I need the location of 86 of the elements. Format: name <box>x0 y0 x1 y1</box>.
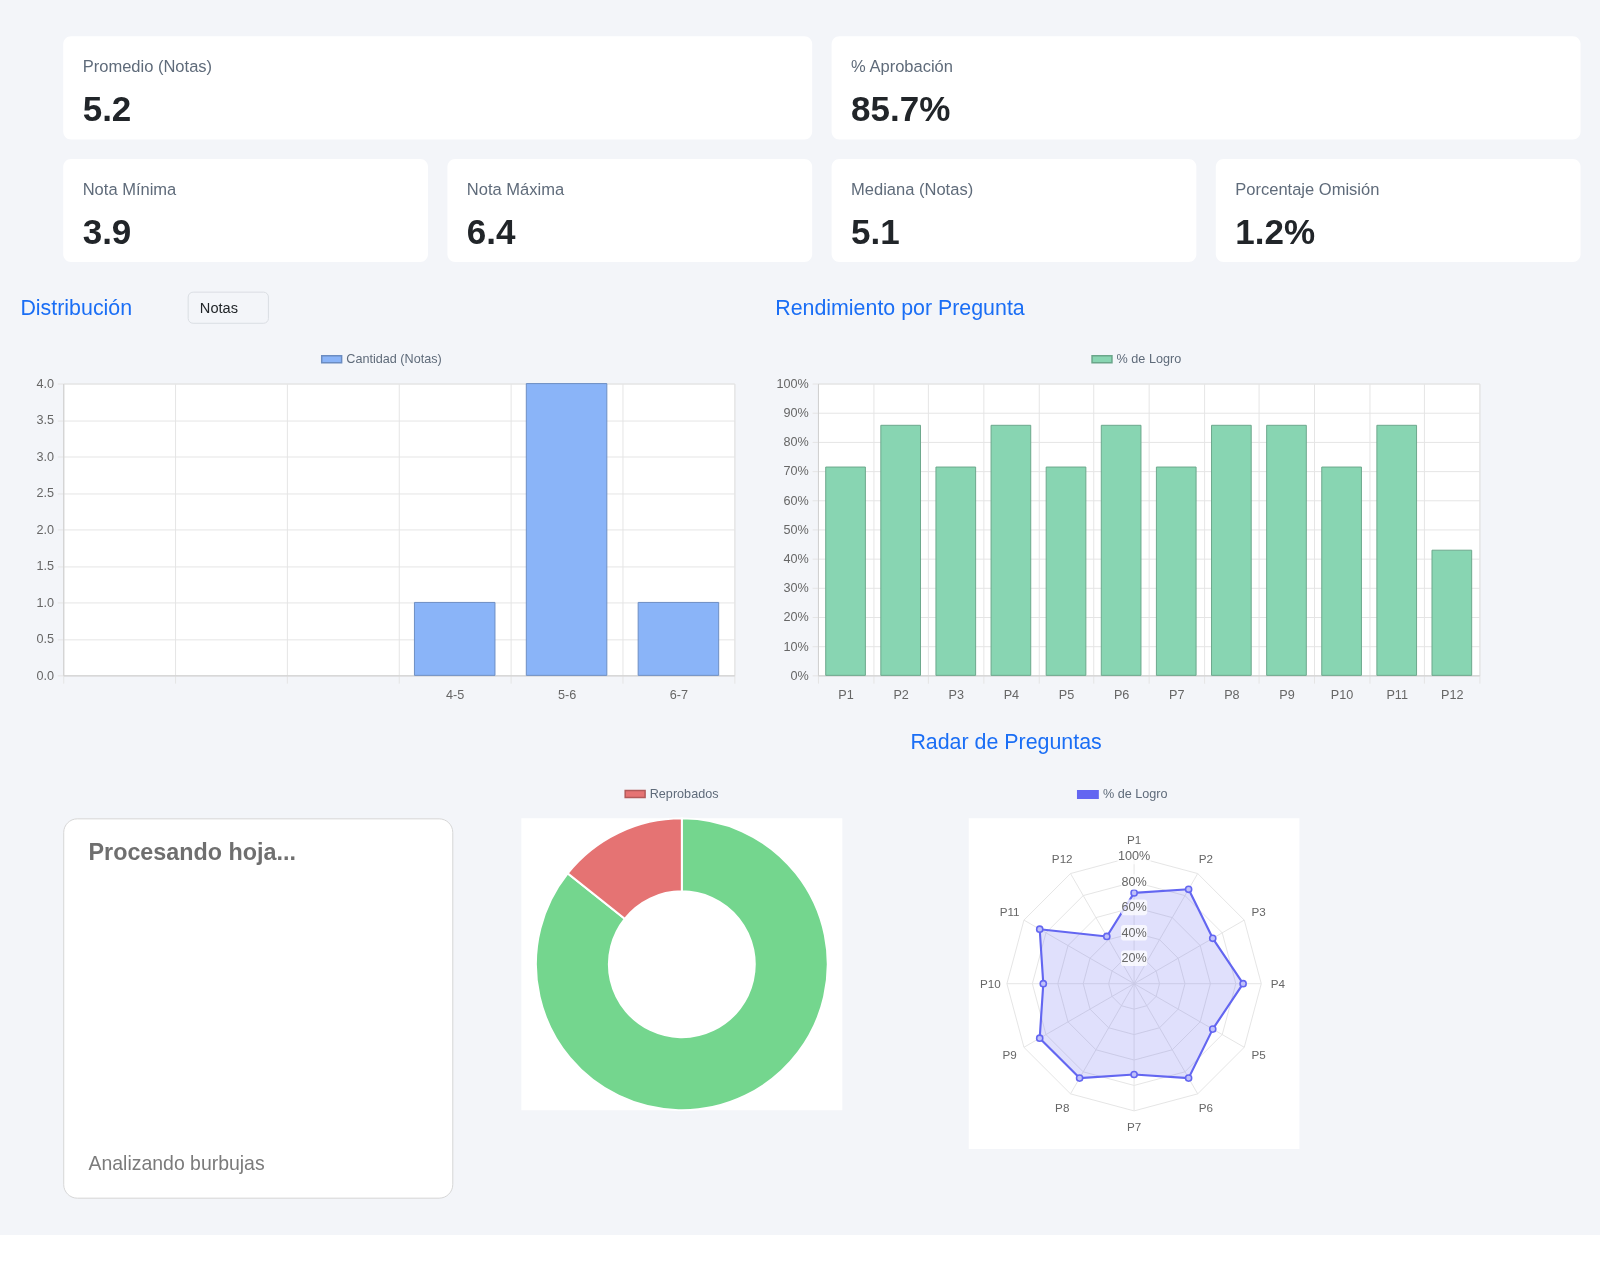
y-tick-label: 0.0 <box>36 668 54 683</box>
spoke-label: P9 <box>1002 1048 1017 1062</box>
bar <box>825 466 866 676</box>
legend-label: Reprobados <box>649 786 719 801</box>
bar <box>1266 424 1307 676</box>
spoke-label: P11 <box>999 904 1020 918</box>
legend-label: Cantidad (Notas) <box>346 352 442 367</box>
chart-title: Radar de Preguntas <box>910 730 1102 755</box>
spoke-label: P2 <box>1198 852 1214 866</box>
y-tick-label: 20% <box>1121 951 1147 966</box>
spoke-label: P6 <box>1198 1101 1214 1115</box>
text: Nota Máxima <box>466 179 565 199</box>
x-tick-label: 6-7 <box>669 688 689 703</box>
x-tick-label: P2 <box>893 688 909 703</box>
text: Nota Mínima <box>82 179 178 199</box>
y-tick-label: 70% <box>783 464 809 479</box>
bar <box>1045 466 1087 676</box>
x-tick-label: P11 <box>1386 688 1408 703</box>
bar <box>1100 424 1142 676</box>
y-tick-label: 40% <box>1121 925 1147 940</box>
bar <box>1431 549 1473 676</box>
y-tick-label: 0.5 <box>36 632 54 647</box>
bar <box>1211 424 1252 676</box>
x-tick-label: P8 <box>1224 688 1240 703</box>
bar <box>1321 466 1362 676</box>
y-tick-label: 10% <box>783 639 809 654</box>
text: Analizando burbujas <box>88 1152 265 1175</box>
text: % Aprobación <box>851 57 953 77</box>
y-tick-label: 4.0 <box>36 376 54 391</box>
text: 5.1 <box>851 211 900 251</box>
y-tick-label: 100% <box>776 376 809 391</box>
x-tick-label: P6 <box>1113 688 1130 703</box>
chart-title: Distribución <box>20 295 133 320</box>
x-tick-label: P5 <box>1058 688 1075 703</box>
y-tick-label: 3.0 <box>36 449 54 464</box>
x-tick-label: 5-6 <box>557 688 577 703</box>
bar <box>1376 424 1418 676</box>
chart-title: Rendimiento por Pregunta <box>775 295 1025 320</box>
text: 6.4 <box>466 211 517 251</box>
text: Procesando hoja... <box>88 839 296 866</box>
legend-label: % de Logro <box>1102 787 1168 802</box>
y-tick-label: 3.5 <box>36 413 54 428</box>
spoke-label: P3 <box>1251 904 1266 918</box>
x-tick-label: P7 <box>1169 688 1185 703</box>
text: Promedio (Notas) <box>82 57 213 77</box>
y-tick-label: 1.5 <box>36 559 54 574</box>
x-tick-label: 4-5 <box>446 688 465 703</box>
x-tick-label: P3 <box>948 688 964 703</box>
y-tick-label: 90% <box>783 406 809 421</box>
y-tick-label: 2.0 <box>36 522 54 537</box>
x-tick-label: P10 <box>1330 688 1354 703</box>
x-tick-label: P9 <box>1279 688 1295 703</box>
spoke-label: P5 <box>1251 1048 1266 1062</box>
bar <box>935 466 977 676</box>
y-tick-label: 100% <box>1117 849 1151 864</box>
y-tick-label: 1.0 <box>36 595 54 610</box>
spoke-label: P10 <box>980 976 1002 990</box>
text: Notas <box>199 299 238 316</box>
text: Mediana (Notas) <box>851 179 974 199</box>
text: 5.2 <box>82 88 132 128</box>
spoke-label: P12 <box>1051 852 1073 866</box>
y-tick-label: 60% <box>783 493 809 508</box>
y-tick-label: 60% <box>1121 900 1147 915</box>
text: 85.7% <box>851 88 951 128</box>
text: Porcentaje Omisión <box>1235 179 1380 199</box>
text: 3.9 <box>82 211 132 251</box>
bar <box>1155 466 1197 676</box>
spoke-label: P7 <box>1126 1120 1142 1134</box>
spoke-label: P1 <box>1126 832 1142 846</box>
x-tick-label: P12 <box>1441 688 1464 703</box>
y-tick-label: 80% <box>1121 874 1147 889</box>
y-tick-label: 80% <box>783 435 809 450</box>
y-tick-label: 40% <box>783 552 809 567</box>
x-tick-label: P1 <box>838 688 854 703</box>
y-tick-label: 30% <box>783 581 809 596</box>
x-tick-label: P4 <box>1003 688 1020 703</box>
spoke-label: P8 <box>1055 1101 1070 1115</box>
y-tick-label: 0% <box>790 668 809 683</box>
y-tick-label: 2.5 <box>36 486 54 501</box>
text: 1.2% <box>1235 211 1316 251</box>
bar <box>990 424 1032 676</box>
legend-label: % de Logro <box>1116 352 1182 367</box>
spoke-label: P4 <box>1270 976 1286 990</box>
y-tick-label: 20% <box>783 610 809 625</box>
bar <box>880 424 921 676</box>
y-tick-label: 50% <box>783 522 809 537</box>
